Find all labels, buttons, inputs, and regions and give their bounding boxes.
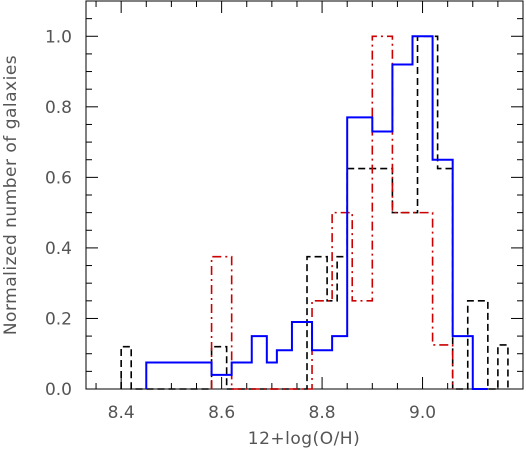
x-tick-label: 8.6: [208, 403, 235, 423]
x-axis-title: 12+log(O/H): [248, 429, 360, 449]
y-tick-label: 0.0: [45, 380, 72, 400]
histogram-series-0: [120, 35, 509, 390]
y-tick-labels: 0.0 0.2 0.4 0.6 0.8 1.0: [45, 27, 72, 400]
y-tick-label: 0.4: [45, 239, 72, 259]
x-tick-label: 8.8: [309, 403, 336, 423]
plot-frame: [85, 0, 524, 390]
x-tick-labels: 8.4 8.6 8.8 9.0: [108, 403, 436, 423]
y-tick-label: 0.6: [45, 168, 72, 188]
y-axis-title: Normalized number of galaxies: [1, 55, 21, 335]
series-layer: [120, 35, 509, 390]
histogram-series-2: [145, 35, 488, 390]
y-tick-label: 0.2: [45, 309, 72, 329]
tick-marks: [86, 0, 523, 390]
y-tick-label: 1.0: [45, 27, 72, 47]
y-tick-label: 0.8: [45, 98, 72, 118]
x-tick-label: 9.0: [409, 403, 436, 423]
x-tick-label: 8.4: [108, 403, 135, 423]
